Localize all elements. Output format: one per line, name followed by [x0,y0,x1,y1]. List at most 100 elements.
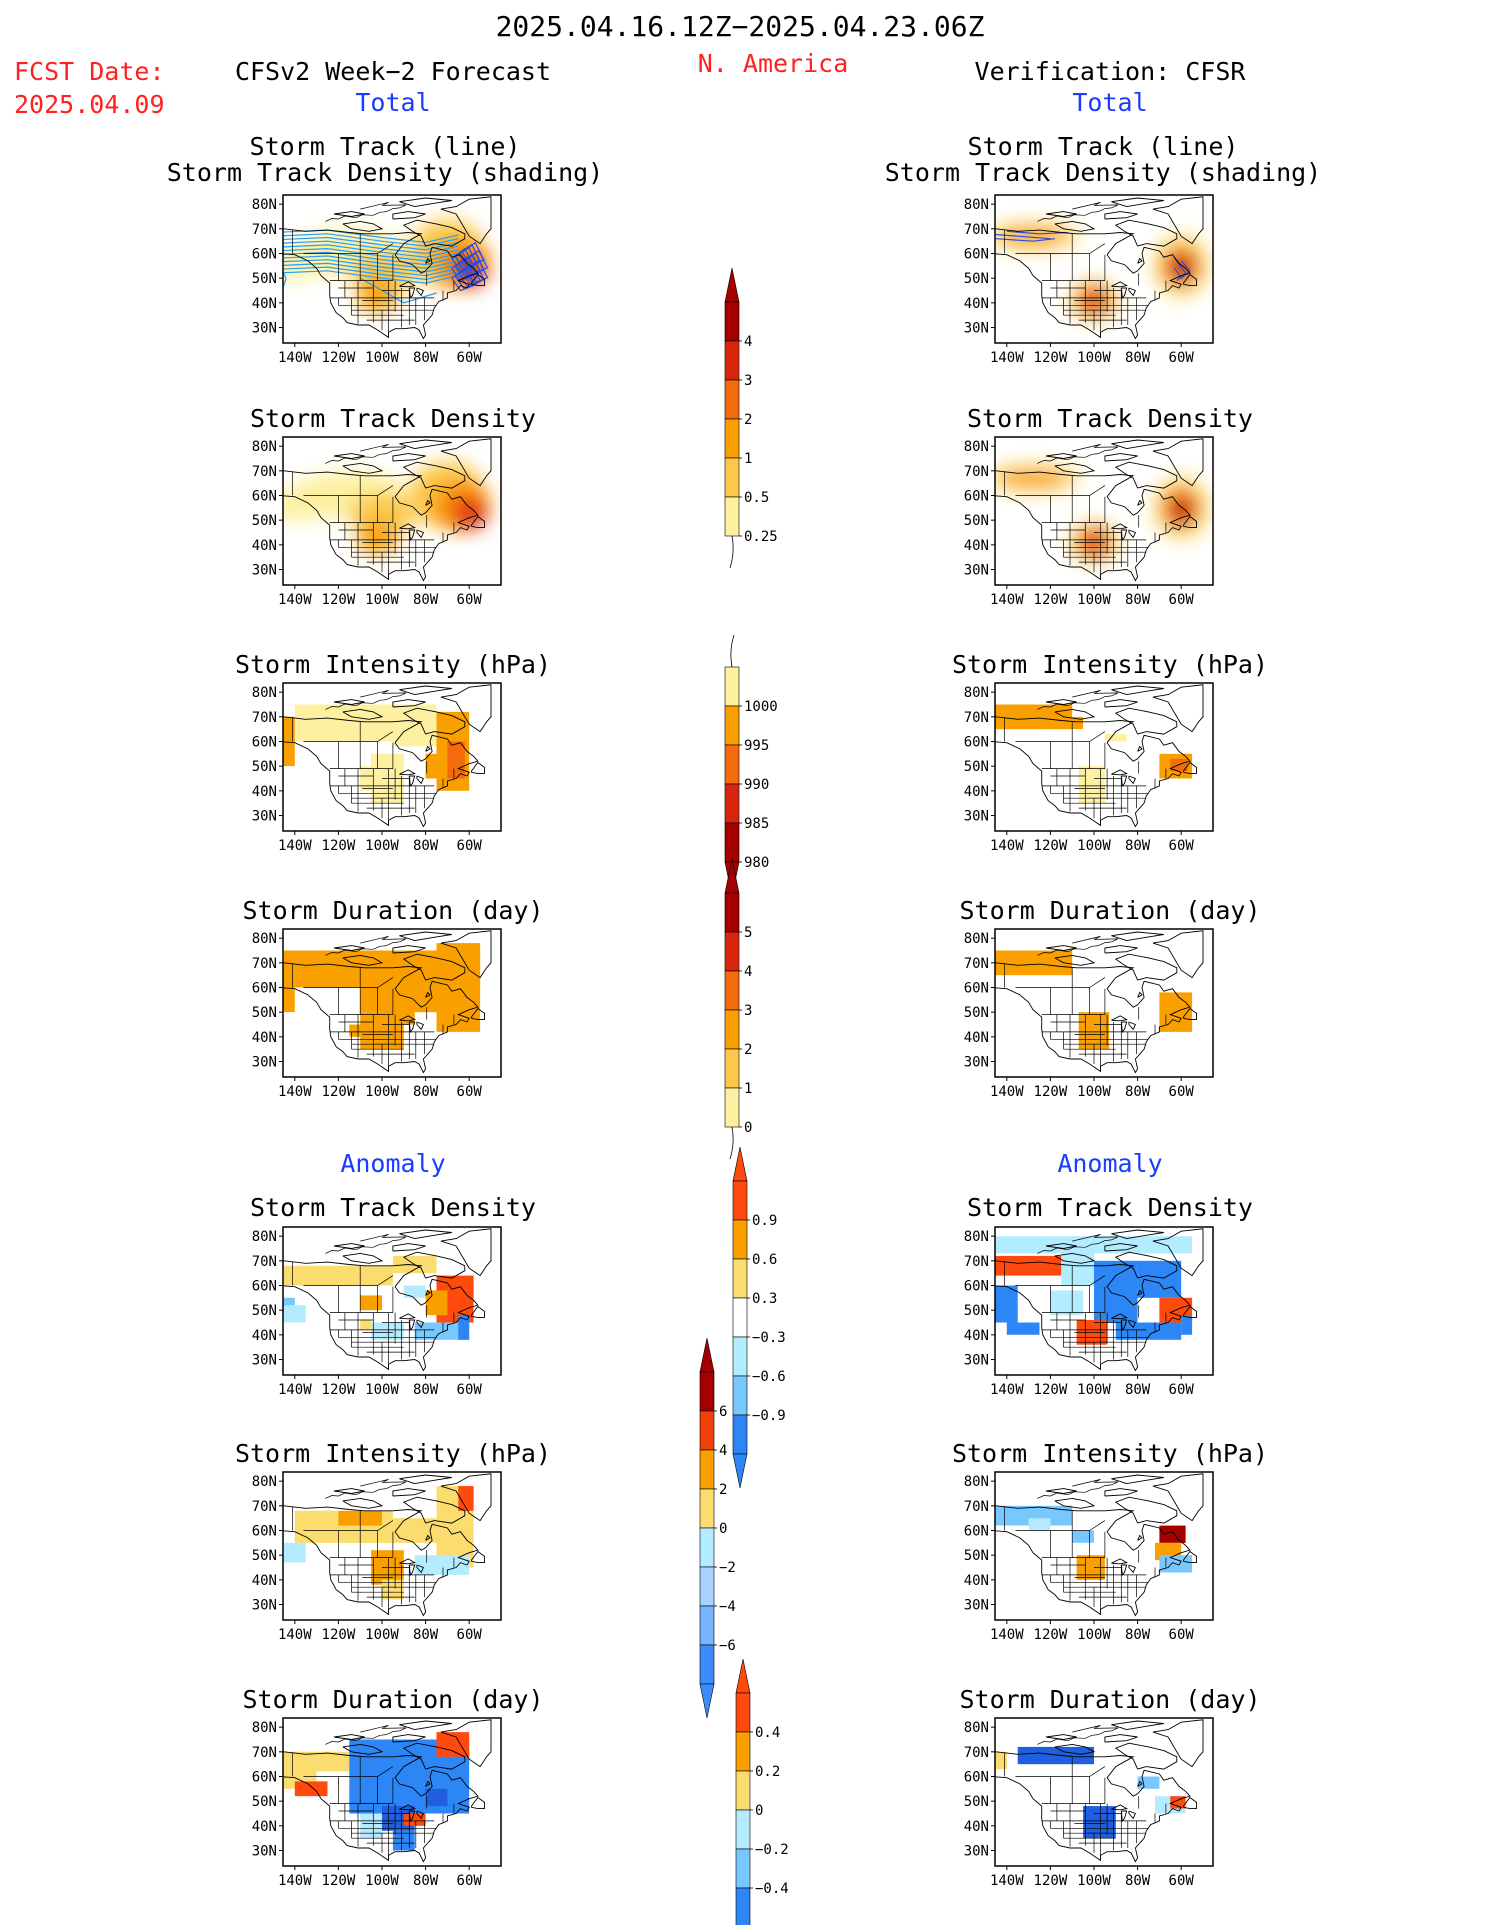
lat-tick-label: 80N [252,197,277,213]
colorbar-swatch [724,1048,740,1089]
colorbar-label: −4 [719,1599,736,1615]
lat-tick-label: 70N [252,222,277,238]
colorbar-swatch [732,1219,748,1260]
colorbar-label: −0.4 [755,1881,789,1897]
lon-tick-label: 60W [457,350,483,366]
title-v-duration: Storm Duration (day) [959,896,1260,925]
lat-tick-label: 70N [964,710,989,726]
colorbar-swatch [735,1692,751,1733]
lat-tick-label: 40N [964,784,989,800]
colorbar-swatch [724,301,740,342]
lat-tick-label: 80N [964,685,989,701]
title-v-anom-intensity: Storm Intensity (hPa) [952,1439,1268,1468]
colorbar-label: 6 [719,1404,727,1420]
lon-tick-label: 140W [278,838,312,854]
colorbar-swatch [724,970,740,1011]
lat-tick-label: 80N [252,931,277,947]
lon-tick-label: 80W [413,592,439,608]
lat-tick-label: 70N [964,1499,989,1515]
lat-tick-label: 60N [252,735,277,751]
lat-tick-label: 60N [252,1279,277,1295]
colorbar-label: 0 [755,1803,763,1819]
lon-tick-label: 80W [413,1627,439,1643]
lat-tick-label: 50N [964,1005,989,1021]
colorbar-swatch [699,1566,715,1607]
title-f-anom-density: Storm Track Density [250,1193,536,1222]
lon-tick-label: 60W [1169,1627,1195,1643]
lat-tick-label: 30N [252,1844,277,1860]
lon-tick-label: 140W [990,350,1024,366]
lon-tick-label: 60W [457,1627,483,1643]
lon-tick-label: 100W [1077,838,1111,854]
lon-tick-label: 100W [1077,1382,1111,1398]
colorbar-swatch [732,1258,748,1299]
colorbar-label: 2 [744,412,752,428]
lon-tick-label: 100W [365,1382,399,1398]
lat-tick-label: 50N [964,1303,989,1319]
lat-tick-label: 70N [252,464,277,480]
lat-tick-label: 80N [964,197,989,213]
lat-tick-label: 40N [964,538,989,554]
lat-tick-label: 80N [252,1229,277,1245]
lat-tick-label: 70N [252,710,277,726]
colorbar-swatch [724,783,740,824]
lon-tick-label: 100W [365,838,399,854]
lon-tick-label: 140W [278,1382,312,1398]
colorbar-swatch [732,1297,748,1338]
lat-tick-label: 70N [964,956,989,972]
lon-tick-label: 140W [278,1873,312,1889]
colorbar-label: 995 [744,738,769,754]
lat-tick-label: 30N [964,563,989,579]
colorbar-swatch [699,1371,715,1412]
lon-tick-label: 100W [365,1084,399,1100]
colorbar-label: −0.2 [755,1842,789,1858]
lat-tick-label: 30N [964,1353,989,1369]
colorbar-label: 1000 [744,699,778,715]
lon-tick-label: 60W [457,1382,483,1398]
lat-tick-label: 50N [964,271,989,287]
colorbar-swatch [724,496,740,537]
title-f-intensity: Storm Intensity (hPa) [235,650,551,679]
forecast-column-title: CFSv2 Week−2 Forecast [235,57,551,86]
lat-tick-label: 50N [252,1548,277,1564]
colorbar-label: −0.9 [752,1408,786,1424]
colorbar-swatch [724,822,740,863]
lon-tick-label: 80W [1125,1382,1151,1398]
colorbar-duration: 5 4 3 2 1 0 [724,858,752,1160]
lon-tick-label: 120W [1034,1873,1068,1889]
title-f-anom-intensity: Storm Intensity (hPa) [235,1439,551,1468]
lon-tick-label: 140W [990,1627,1024,1643]
colorbar-swatch [732,1375,748,1416]
region-title: N. America [698,49,849,78]
lon-tick-label: 80W [1125,350,1151,366]
colorbar-swatch [724,666,740,707]
lat-tick-label: 60N [964,735,989,751]
colorbar-swatch [724,418,740,459]
lat-tick-label: 80N [964,931,989,947]
lat-tick-label: 60N [252,247,277,263]
colorbar-density: 4 3 2 1 0.5 0.25 [724,267,778,569]
lat-tick-label: 70N [252,1745,277,1761]
colorbar-swatch [699,1644,715,1685]
lon-tick-label: 80W [1125,1873,1151,1889]
lat-tick-label: 30N [964,809,989,825]
lat-tick-label: 50N [964,513,989,529]
lat-tick-label: 50N [252,759,277,775]
verification-total-label: Total [1072,88,1147,117]
lat-tick-label: 60N [964,981,989,997]
forecast-anomaly-label: Anomaly [340,1149,445,1178]
colorbar-swatch [724,892,740,933]
lat-tick-label: 60N [964,1279,989,1295]
lon-tick-label: 120W [322,350,356,366]
colorbar-swatch [732,1336,748,1377]
lat-tick-label: 70N [964,222,989,238]
lat-tick-label: 40N [964,1030,989,1046]
lat-tick-label: 60N [964,489,989,505]
lon-tick-label: 120W [1034,1627,1068,1643]
lon-tick-label: 120W [1034,592,1068,608]
